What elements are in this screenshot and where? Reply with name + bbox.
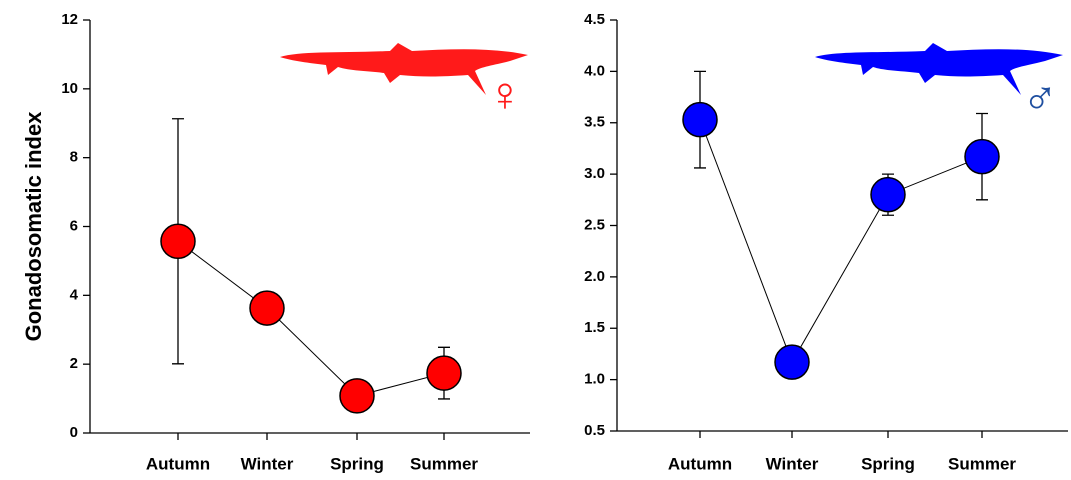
y-tick-label: 6 — [70, 217, 78, 234]
y-tick-label: 2.5 — [584, 216, 605, 233]
y-tick-label: 10 — [61, 80, 78, 97]
y-tick-label: 4.0 — [584, 62, 605, 79]
y-tick-label: 1.5 — [584, 319, 605, 336]
y-tick-label: 4.5 — [584, 11, 605, 28]
y-tick-label: 3.0 — [584, 165, 605, 182]
data-point — [683, 103, 717, 137]
data-point — [775, 345, 809, 379]
y-tick-label: 1.0 — [584, 371, 605, 388]
y-tick-label: 0.5 — [584, 422, 605, 439]
y-axis-label: Gonadosomatic index — [21, 111, 46, 342]
x-tick-label: Summer — [948, 454, 1016, 473]
data-line — [178, 241, 444, 396]
chart: 0 2 4 6 8 10 12 Autumn Winter Spring Summer Gonados… — [0, 0, 1071, 475]
data-point — [161, 224, 195, 258]
x-tick-label: Winter — [241, 454, 294, 473]
x-tick-label: Winter — [766, 454, 819, 473]
data-point — [871, 178, 905, 212]
data-point — [250, 291, 284, 325]
y-tick-label: 3.5 — [584, 114, 605, 131]
annotation: ♀ — [487, 69, 523, 122]
data-point — [340, 379, 374, 413]
x-tick-label: Summer — [410, 454, 478, 473]
y-tick-label: 2.0 — [584, 268, 605, 285]
data-point — [427, 356, 461, 390]
x-tick-label: Spring — [861, 454, 915, 473]
y-tick-label: 8 — [70, 149, 78, 166]
x-tick-label: Autumn — [146, 454, 210, 473]
y-tick-label: 2 — [70, 355, 78, 372]
y-tick-label: 4 — [70, 286, 79, 303]
x-tick-label: Autumn — [668, 454, 732, 473]
annotation: ♂ — [1022, 71, 1058, 124]
y-tick-label: 0 — [70, 424, 78, 441]
y-tick-label: 12 — [61, 11, 78, 28]
x-tick-label: Spring — [330, 454, 384, 473]
data-line — [700, 120, 982, 362]
data-point — [965, 140, 999, 174]
